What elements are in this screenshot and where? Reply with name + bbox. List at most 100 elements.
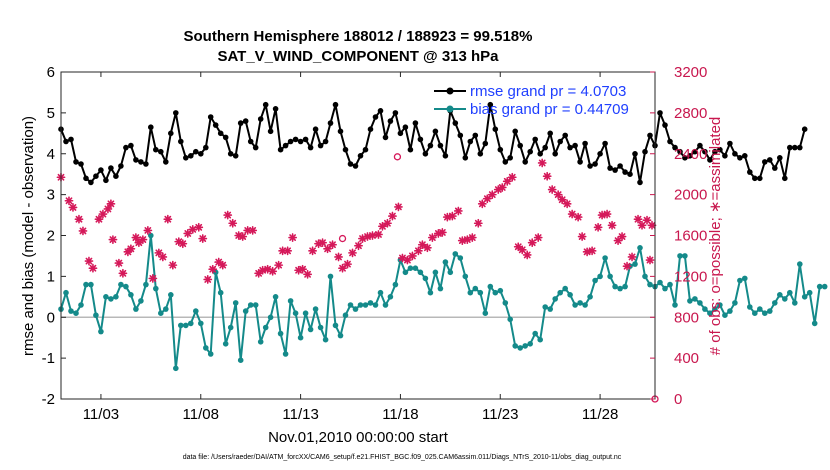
- bias-point: [607, 273, 613, 280]
- obs-assimilated-marker: [368, 231, 377, 240]
- bias-point: [103, 294, 109, 300]
- rmse-point: [173, 110, 179, 116]
- rmse-point: [607, 165, 613, 171]
- bias-point: [73, 310, 79, 317]
- bias-point: [707, 310, 713, 317]
- obs-assimilated-marker: [422, 243, 432, 253]
- bias-point: [342, 312, 349, 319]
- bias-point: [168, 292, 174, 298]
- y-tick-label: 5: [47, 105, 55, 122]
- bias-point: [722, 312, 728, 319]
- y-tick-label: 4: [47, 146, 55, 163]
- rmse-point: [737, 155, 743, 161]
- rmse-point: [272, 106, 279, 112]
- bias-point: [632, 261, 638, 267]
- bias-point: [173, 365, 179, 372]
- bias-point: [297, 334, 304, 341]
- rmse-point: [287, 138, 294, 145]
- rmse-point: [587, 163, 593, 169]
- bias-point: [811, 320, 818, 327]
- rmse-point: [592, 161, 598, 167]
- x-tick-label: 11/03: [83, 406, 119, 423]
- rmse-point: [747, 169, 753, 175]
- bias-point: [143, 281, 149, 288]
- bias-point: [203, 345, 209, 351]
- rmse-point: [492, 126, 499, 132]
- rmse-point: [752, 175, 758, 182]
- obs-possible-marker: [393, 153, 402, 161]
- legend-bias-label: bias grand pr = 0.44709: [470, 101, 629, 118]
- rmse-point: [582, 140, 588, 147]
- rmse-point: [432, 128, 439, 135]
- rmse-point: [717, 146, 723, 153]
- bias-point: [617, 285, 623, 292]
- bias-point: [801, 294, 808, 300]
- rmse-point: [382, 134, 389, 141]
- obs-assimilated-marker: [547, 185, 557, 194]
- obs-assimilated-marker: [482, 194, 492, 204]
- x-axis-label: Nov.01,2010 00:00:00 start: [268, 429, 449, 446]
- rmse-point: [262, 101, 269, 108]
- rmse-point: [93, 173, 99, 179]
- rmse-point: [307, 144, 314, 151]
- rmse-point: [257, 116, 264, 122]
- y-tick-label: 1: [47, 268, 55, 285]
- bias-point: [757, 306, 763, 312]
- bias-point: [352, 306, 359, 312]
- rmse-point: [392, 110, 399, 116]
- obs-assimilated-marker: [647, 220, 657, 230]
- bias-point: [577, 300, 583, 306]
- obs-assimilated-marker: [622, 261, 632, 271]
- obs-assimilated-marker: [487, 190, 497, 200]
- y-right-tick-label: 800: [674, 309, 699, 326]
- bias-point: [392, 281, 399, 288]
- rmse-point: [457, 132, 464, 139]
- bias-point: [377, 289, 384, 296]
- y-right-tick-label: 1600: [674, 228, 707, 245]
- rmse-point: [722, 153, 728, 159]
- obs-assimilated-marker: [533, 233, 543, 242]
- bias-point: [667, 281, 673, 288]
- rmse-point: [143, 161, 149, 167]
- y-right-tick-label: 400: [674, 350, 699, 367]
- rmse-point: [572, 142, 578, 149]
- bias-point: [133, 306, 139, 312]
- rmse-point: [767, 157, 773, 163]
- bias-point: [582, 302, 588, 308]
- bias-point: [497, 287, 504, 294]
- rmse-point: [113, 173, 119, 179]
- bias-point: [432, 269, 439, 276]
- bias-point: [682, 253, 688, 259]
- rmse-point: [427, 142, 434, 149]
- obs-layer: [56, 153, 659, 403]
- rmse-point: [422, 151, 429, 157]
- bias-point: [322, 336, 329, 343]
- obs-assimilated-marker: [84, 256, 94, 266]
- rmse-point: [647, 132, 653, 139]
- bias-point: [287, 298, 294, 304]
- rmse-point: [712, 148, 718, 155]
- bias-point: [382, 302, 389, 308]
- y-tick-label: 2: [47, 228, 55, 245]
- bias-point: [312, 306, 319, 312]
- rmse-point: [78, 161, 84, 167]
- obs-assimilated-marker: [447, 211, 457, 221]
- obs-assimilated-marker: [627, 252, 637, 262]
- chart-title: Southern Hemisphere 188012 / 188923 = 99…: [184, 28, 533, 45]
- rmse-point: [727, 140, 733, 147]
- rmse-point: [327, 120, 334, 126]
- rmse-point: [497, 146, 504, 153]
- obs-assimilated-marker: [203, 275, 213, 284]
- rmse-point: [662, 122, 668, 128]
- rmse-point: [562, 132, 568, 139]
- rmse-point: [702, 148, 708, 155]
- bias-point: [242, 308, 249, 314]
- obs-assimilated-marker: [542, 171, 552, 181]
- bias-point: [692, 296, 698, 302]
- x-tick-label: 11/28: [582, 406, 618, 423]
- bias-point: [217, 289, 224, 296]
- rmse-point: [98, 167, 104, 173]
- bias-point: [657, 279, 663, 286]
- rmse-point: [168, 130, 174, 137]
- obs-assimilated-marker: [168, 260, 178, 270]
